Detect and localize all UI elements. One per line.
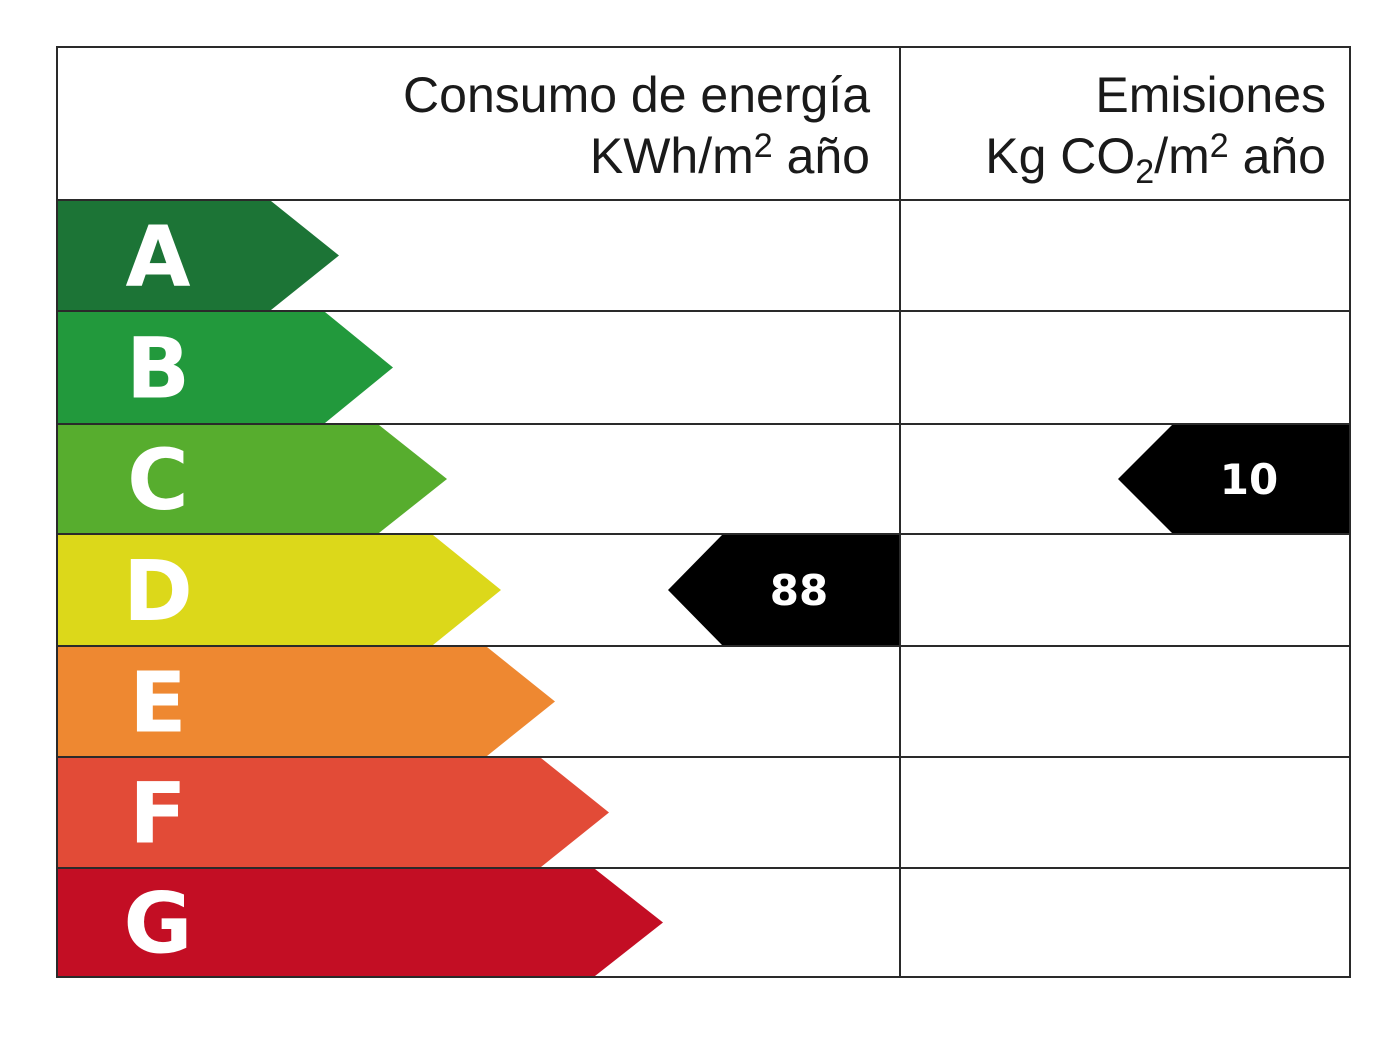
table-grid	[56, 46, 1351, 978]
band-g: G	[57, 869, 663, 976]
band-letter: D	[123, 542, 193, 640]
band-a: A	[57, 201, 339, 310]
energy-header-unit: KWh/m2 año	[590, 127, 870, 184]
band-arrow	[57, 425, 447, 533]
energy-header-title: Consumo de energía	[403, 67, 870, 123]
emissions-header: Emisiones Kg CO2/m2 año	[985, 67, 1326, 191]
band-d: D	[57, 535, 501, 645]
band-e: E	[57, 647, 555, 756]
band-letter: A	[125, 208, 190, 306]
band-arrow	[57, 647, 555, 756]
band-letter: G	[124, 875, 193, 973]
band-f: F	[57, 758, 609, 867]
band-letter: F	[129, 765, 186, 863]
emissions-rating-marker-arrow	[1118, 425, 1350, 533]
band-arrow	[57, 758, 609, 867]
band-arrow	[57, 535, 501, 645]
energy-header: Consumo de energía KWh/m2 año	[403, 67, 870, 184]
table-border	[56, 46, 1351, 978]
emissions-rating-marker: 10	[1118, 425, 1350, 533]
band-arrow	[57, 869, 663, 976]
emissions-header-unit: Kg CO2/m2 año	[985, 127, 1326, 191]
band-arrow	[57, 201, 339, 310]
energy-rating-marker-arrow	[668, 535, 900, 645]
energy-rating-marker-value: 88	[770, 566, 828, 615]
emissions-rating-marker-value: 10	[1220, 455, 1278, 504]
band-letter: B	[126, 320, 190, 418]
band-letter: E	[129, 654, 186, 752]
band-letter: C	[127, 431, 189, 529]
band-c: C	[57, 425, 447, 533]
energy-rating-marker: 88	[668, 535, 900, 645]
band-b: B	[57, 312, 393, 423]
rating-markers: 88 10	[668, 425, 1350, 645]
band-arrow	[57, 312, 393, 423]
emissions-header-title: Emisiones	[1095, 67, 1326, 123]
